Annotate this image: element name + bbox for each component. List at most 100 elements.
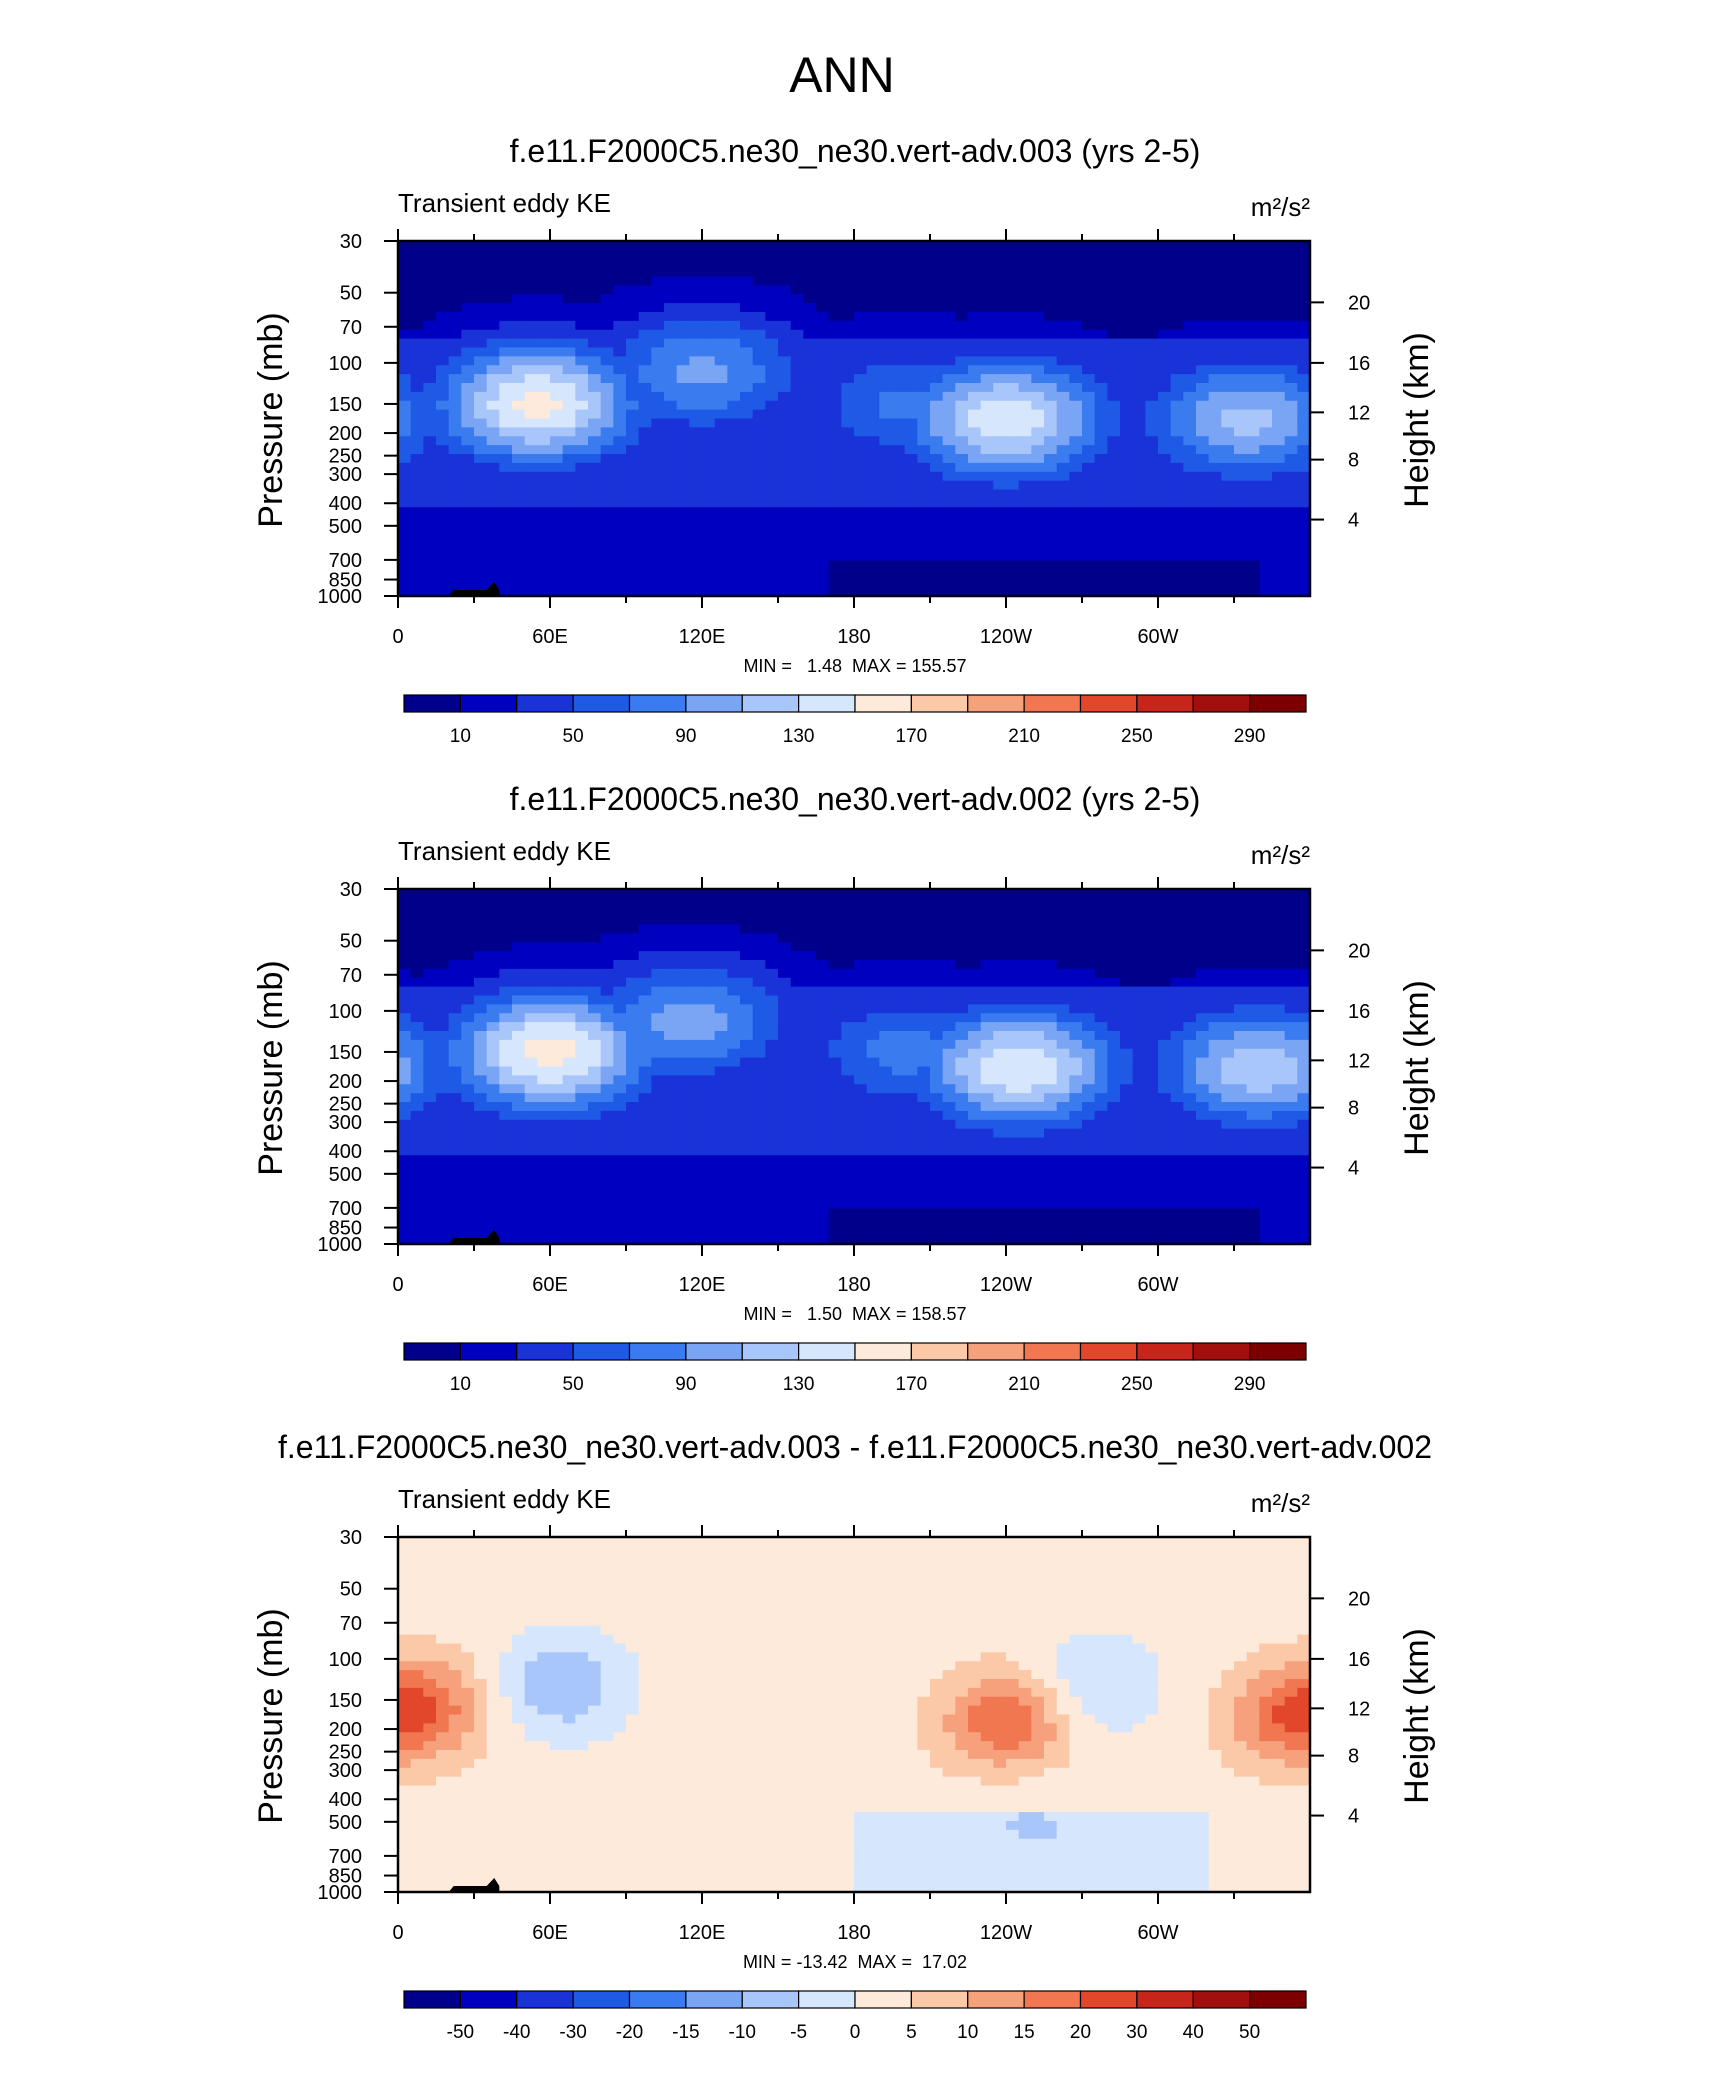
contour-cell — [1221, 1057, 1235, 1068]
contour-cell — [866, 498, 880, 508]
contour-cell — [474, 533, 488, 544]
contour-cell — [1259, 986, 1273, 997]
contour-cell — [1196, 1057, 1210, 1068]
contour-cell — [816, 1039, 830, 1050]
contour-cell — [1018, 374, 1032, 384]
contour-cell — [1094, 249, 1108, 260]
contour-cell — [1259, 285, 1273, 295]
contour-cell — [562, 241, 576, 251]
contour-cell — [651, 1084, 665, 1094]
contour-cell — [1246, 587, 1260, 596]
contour-cell — [588, 312, 602, 322]
contour-cell — [689, 409, 703, 420]
contour-cell — [1221, 400, 1235, 411]
contour-cell — [816, 906, 830, 917]
contour-cell — [1183, 968, 1197, 979]
contour-cell — [702, 471, 716, 482]
contour-cell — [765, 1004, 779, 1014]
contour-cell — [613, 365, 627, 375]
contour-cell — [1120, 418, 1134, 428]
contour-cell — [1031, 471, 1045, 482]
contour-cell — [1284, 471, 1298, 482]
contour-cell — [1145, 409, 1159, 420]
contour-cell — [1069, 942, 1083, 952]
contour-cell — [626, 578, 640, 588]
contour-cell — [803, 462, 817, 473]
contour-cell — [841, 516, 855, 526]
contour-cell — [765, 436, 779, 446]
contour-cell — [638, 507, 652, 517]
contour-cell — [904, 436, 918, 446]
contour-cell — [1044, 1057, 1058, 1068]
contour-cell — [676, 1066, 690, 1076]
contour-cell — [892, 933, 906, 943]
contour-cell — [638, 1128, 652, 1139]
contour-cell — [765, 347, 779, 357]
contour-cell — [727, 338, 741, 349]
contour-cell — [689, 986, 703, 997]
contour-cell — [828, 1093, 842, 1103]
contour-cell — [423, 942, 437, 952]
contour-cell — [854, 436, 868, 446]
contour-cell — [1082, 951, 1096, 961]
contour-cell — [436, 1048, 450, 1059]
contour-cell — [1259, 356, 1273, 366]
contour-cell — [398, 906, 412, 917]
contour-cell — [1234, 516, 1248, 526]
contour-cell — [499, 498, 513, 508]
contour-cell — [410, 400, 424, 411]
contour-cell — [1208, 285, 1222, 295]
contour-cell — [664, 258, 678, 269]
contour-cell — [727, 320, 741, 331]
contour-cell — [1221, 1119, 1235, 1130]
contour-cell — [436, 249, 450, 260]
contour-cell — [917, 578, 931, 588]
contour-cell — [1196, 303, 1210, 313]
contour-cell — [942, 480, 956, 491]
contour-cell — [917, 1039, 931, 1050]
contour-cell — [1044, 915, 1058, 926]
contour-cell — [1056, 1048, 1070, 1059]
contour-cell — [651, 294, 665, 304]
contour-cell — [474, 942, 488, 952]
contour-cell — [993, 507, 1007, 517]
contour-cell — [537, 889, 551, 899]
contour-cell — [1284, 356, 1298, 366]
contour-cell — [1120, 507, 1134, 517]
contour-cell — [866, 489, 880, 499]
contour-cell — [512, 507, 526, 517]
contour-cell — [727, 560, 741, 570]
contour-cell — [816, 249, 830, 260]
contour-cell — [1259, 303, 1273, 313]
contour-cell — [1158, 445, 1172, 455]
contour-cell — [512, 525, 526, 535]
contour-cell — [588, 1013, 602, 1023]
contour-cell — [1132, 418, 1146, 428]
contour-cell — [689, 977, 703, 988]
contour-cell — [917, 986, 931, 997]
contour-cell — [613, 294, 627, 304]
contour-cell — [664, 525, 678, 535]
contour-cell — [803, 267, 817, 278]
contour-cell — [689, 1084, 703, 1094]
contour-cell — [727, 436, 741, 446]
y2-tick-label: 8 — [1348, 450, 1359, 472]
contour-cell — [550, 587, 564, 596]
contour-cell — [1246, 533, 1260, 544]
contour-cell — [499, 436, 513, 446]
contour-cell — [1196, 1128, 1210, 1139]
contour-cell — [1044, 533, 1058, 544]
contour-cell — [1132, 889, 1146, 899]
contour-cell — [1069, 1039, 1083, 1050]
y-axis-label: Pressure (mb) — [252, 312, 290, 527]
contour-cell — [727, 383, 741, 393]
contour-cell — [1069, 951, 1083, 961]
contour-cell — [461, 365, 475, 375]
contour-cell — [1297, 960, 1310, 970]
contour-cell — [524, 516, 538, 526]
contour-cell — [790, 462, 804, 473]
contour-cell — [676, 454, 690, 464]
contour-cell — [752, 516, 766, 526]
contour-cell — [1006, 533, 1020, 544]
contour-cell — [1284, 1039, 1298, 1050]
